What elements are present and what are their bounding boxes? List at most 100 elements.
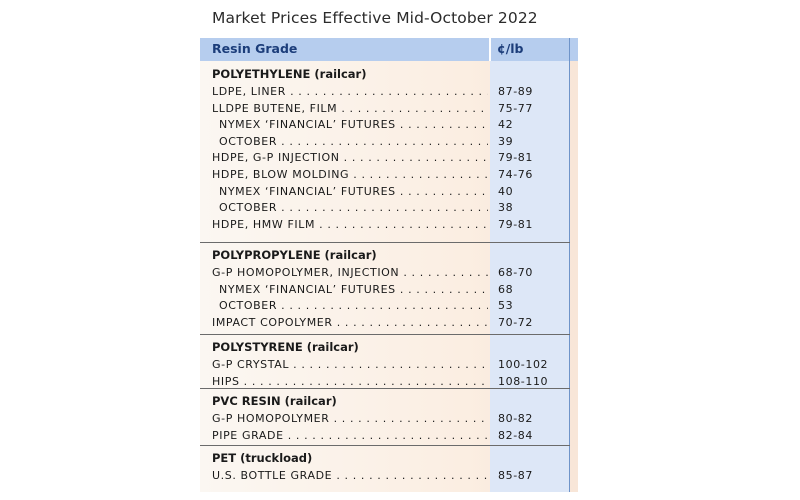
dot-leader: . . . . . . . . . . . . . . . . . . . . … bbox=[290, 85, 488, 98]
section-title: POLYSTYRENE (railcar) bbox=[212, 340, 359, 354]
row-price: 53 bbox=[498, 299, 514, 313]
row-grade-name: OCTOBER . . . . . . . . . . . . . . . . … bbox=[219, 299, 488, 312]
dot-leader: . . . . . . . . . . . . . . . . . . . . … bbox=[287, 428, 488, 442]
row-price: 82-84 bbox=[498, 428, 533, 442]
table-row: HDPE, BLOW MOLDING . . . . . . . . . . .… bbox=[200, 168, 570, 185]
dot-leader: . . . . . . . . . . . . . . . . . . . . … bbox=[341, 101, 488, 115]
row-grade-name: G-P HOMOPOLYMER . . . . . . . . . . . . … bbox=[212, 412, 488, 425]
grade-label: HDPE, BLOW MOLDING bbox=[212, 168, 350, 181]
row-price: 75-77 bbox=[498, 101, 533, 115]
grade-label: LDPE, LINER bbox=[212, 85, 286, 98]
row-grade-name: OCTOBER . . . . . . . . . . . . . . . . … bbox=[219, 135, 488, 148]
row-price: 100-102 bbox=[498, 358, 549, 371]
row-grade-name: NYMEX ‘FINANCIAL’ FUTURES . . . . . . . … bbox=[219, 185, 488, 198]
grade-label: G-P HOMOPOLYMER bbox=[212, 412, 330, 425]
row-grade-name: NYMEX ‘FINANCIAL’ FUTURES . . . . . . . … bbox=[219, 283, 488, 296]
row-price: 70-72 bbox=[498, 315, 533, 329]
table-row: G-P CRYSTAL . . . . . . . . . . . . . . … bbox=[200, 358, 570, 375]
table-row: OCTOBER . . . . . . . . . . . . . . . . … bbox=[200, 299, 570, 316]
dot-leader: . . . . . . . . . . . . . . . . . . . . … bbox=[336, 315, 488, 329]
grade-label: NYMEX ‘FINANCIAL’ FUTURES bbox=[219, 184, 396, 198]
table-row: G-P HOMOPOLYMER . . . . . . . . . . . . … bbox=[200, 412, 570, 429]
header-resin-grade: Resin Grade bbox=[212, 41, 298, 56]
row-price: 68 bbox=[498, 282, 514, 296]
dot-leader: . . . . . . . . . . . . . . . . . . . . … bbox=[399, 184, 488, 198]
dot-leader: . . . . . . . . . . . . . . . . . . . . … bbox=[399, 118, 488, 132]
dot-leader: . . . . . . . . . . . . . . . . . . . . … bbox=[319, 217, 488, 231]
dot-leader: . . . . . . . . . . . . . . . . . . . . … bbox=[333, 412, 488, 425]
table-row: LLDPE BUTENE, FILM . . . . . . . . . . .… bbox=[200, 102, 570, 119]
row-grade-name: LDPE, LINER . . . . . . . . . . . . . . … bbox=[212, 85, 488, 98]
dot-leader: . . . . . . . . . . . . . . . . . . . . … bbox=[243, 374, 488, 388]
section-title: POLYPROPYLENE (railcar) bbox=[212, 248, 377, 262]
dot-leader: . . . . . . . . . . . . . . . . . . . . … bbox=[403, 266, 488, 279]
row-grade-name: G-P HOMOPOLYMER, INJECTION . . . . . . .… bbox=[212, 266, 488, 279]
grade-label: G-P CRYSTAL bbox=[212, 358, 290, 371]
row-price: 40 bbox=[498, 184, 514, 198]
row-grade-name: HIPS . . . . . . . . . . . . . . . . . .… bbox=[212, 375, 488, 388]
table-row: OCTOBER . . . . . . . . . . . . . . . . … bbox=[200, 135, 570, 152]
dot-leader: . . . . . . . . . . . . . . . . . . . . … bbox=[281, 299, 488, 313]
dot-leader: . . . . . . . . . . . . . . . . . . . . … bbox=[281, 201, 488, 215]
row-grade-name: LLDPE BUTENE, FILM . . . . . . . . . . .… bbox=[212, 102, 488, 115]
dot-leader: . . . . . . . . . . . . . . . . . . . . … bbox=[353, 168, 488, 181]
grade-label: U.S. BOTTLE GRADE bbox=[212, 469, 333, 482]
table-right-edge bbox=[569, 38, 570, 492]
table-row: NYMEX ‘FINANCIAL’ FUTURES . . . . . . . … bbox=[200, 118, 570, 135]
row-grade-name: G-P CRYSTAL . . . . . . . . . . . . . . … bbox=[212, 358, 488, 371]
table-section: PET (truckload) U.S. BOTTLE GRADE . . . .… bbox=[200, 445, 570, 492]
grade-label: IMPACT COPOLYMER bbox=[212, 315, 333, 329]
grade-label: HIPS bbox=[212, 374, 240, 388]
table-row: HDPE, HMW FILM . . . . . . . . . . . . .… bbox=[200, 218, 570, 235]
row-grade-name: IMPACT COPOLYMER . . . . . . . . . . . .… bbox=[212, 316, 488, 329]
price-table: Resin Grade ¢/lb POLYETHYLENE (railcar) L… bbox=[200, 38, 578, 492]
row-grade-name: HDPE, BLOW MOLDING . . . . . . . . . . .… bbox=[212, 168, 488, 181]
grade-label: HDPE, HMW FILM bbox=[212, 217, 316, 231]
dot-leader: . . . . . . . . . . . . . . . . . . . . … bbox=[336, 469, 488, 482]
row-price: 87-89 bbox=[498, 85, 533, 98]
section-title: PVC RESIN (railcar) bbox=[212, 394, 337, 408]
grade-label: OCTOBER bbox=[219, 299, 278, 313]
table-row: IMPACT COPOLYMER . . . . . . . . . . . .… bbox=[200, 316, 570, 333]
section-title: PET (truckload) bbox=[212, 451, 313, 465]
header-separator bbox=[489, 38, 491, 61]
dot-leader: . . . . . . . . . . . . . . . . . . . . … bbox=[399, 282, 488, 296]
grade-label: HDPE, G-P INJECTION bbox=[212, 151, 340, 165]
row-price: 74-76 bbox=[498, 168, 533, 181]
table-section: PVC RESIN (railcar) G-P HOMOPOLYMER . . .… bbox=[200, 388, 570, 446]
row-price: 108-110 bbox=[498, 374, 549, 388]
row-grade-name: OCTOBER . . . . . . . . . . . . . . . . … bbox=[219, 201, 488, 214]
row-price: 38 bbox=[498, 201, 514, 215]
row-price: 80-82 bbox=[498, 412, 533, 425]
table-row: HIPS . . . . . . . . . . . . . . . . . .… bbox=[200, 375, 570, 392]
row-price: 79-81 bbox=[498, 217, 533, 231]
row-price: 39 bbox=[498, 134, 514, 148]
table-section: POLYETHYLENE (railcar) LDPE, LINER . . . … bbox=[200, 62, 570, 242]
table-row: U.S. BOTTLE GRADE . . . . . . . . . . . … bbox=[200, 469, 570, 486]
row-price: 85-87 bbox=[498, 469, 533, 482]
table-row: G-P HOMOPOLYMER, INJECTION . . . . . . .… bbox=[200, 266, 570, 283]
row-price: 42 bbox=[498, 118, 514, 132]
row-grade-name: PIPE GRADE . . . . . . . . . . . . . . .… bbox=[212, 429, 488, 442]
row-grade-name: HDPE, HMW FILM . . . . . . . . . . . . .… bbox=[212, 218, 488, 231]
grade-label: LLDPE BUTENE, FILM bbox=[212, 101, 338, 115]
table-row: HDPE, G-P INJECTION . . . . . . . . . . … bbox=[200, 151, 570, 168]
section-title: POLYETHYLENE (railcar) bbox=[212, 67, 367, 81]
dot-leader: . . . . . . . . . . . . . . . . . . . . … bbox=[281, 134, 488, 148]
grade-label: NYMEX ‘FINANCIAL’ FUTURES bbox=[219, 118, 396, 132]
table-row: LDPE, LINER . . . . . . . . . . . . . . … bbox=[200, 85, 570, 102]
table-row: OCTOBER . . . . . . . . . . . . . . . . … bbox=[200, 201, 570, 218]
price-column-background bbox=[490, 38, 570, 492]
grade-label: OCTOBER bbox=[219, 134, 278, 148]
table-section: POLYPROPYLENE (railcar) G-P HOMOPOLYMER, … bbox=[200, 242, 570, 335]
table-row: NYMEX ‘FINANCIAL’ FUTURES . . . . . . . … bbox=[200, 185, 570, 202]
table-section: POLYSTYRENE (railcar) G-P CRYSTAL . . . .… bbox=[200, 334, 570, 389]
header-edge bbox=[569, 38, 570, 61]
grade-label: PIPE GRADE bbox=[212, 428, 284, 442]
page-title: Market Prices Effective Mid-October 2022 bbox=[212, 9, 538, 27]
grade-label: G-P HOMOPOLYMER, INJECTION bbox=[212, 266, 400, 279]
row-price: 68-70 bbox=[498, 266, 533, 279]
grade-label: NYMEX ‘FINANCIAL’ FUTURES bbox=[219, 282, 396, 296]
table-row: PIPE GRADE . . . . . . . . . . . . . . .… bbox=[200, 429, 570, 446]
dot-leader: . . . . . . . . . . . . . . . . . . . . … bbox=[293, 358, 488, 371]
